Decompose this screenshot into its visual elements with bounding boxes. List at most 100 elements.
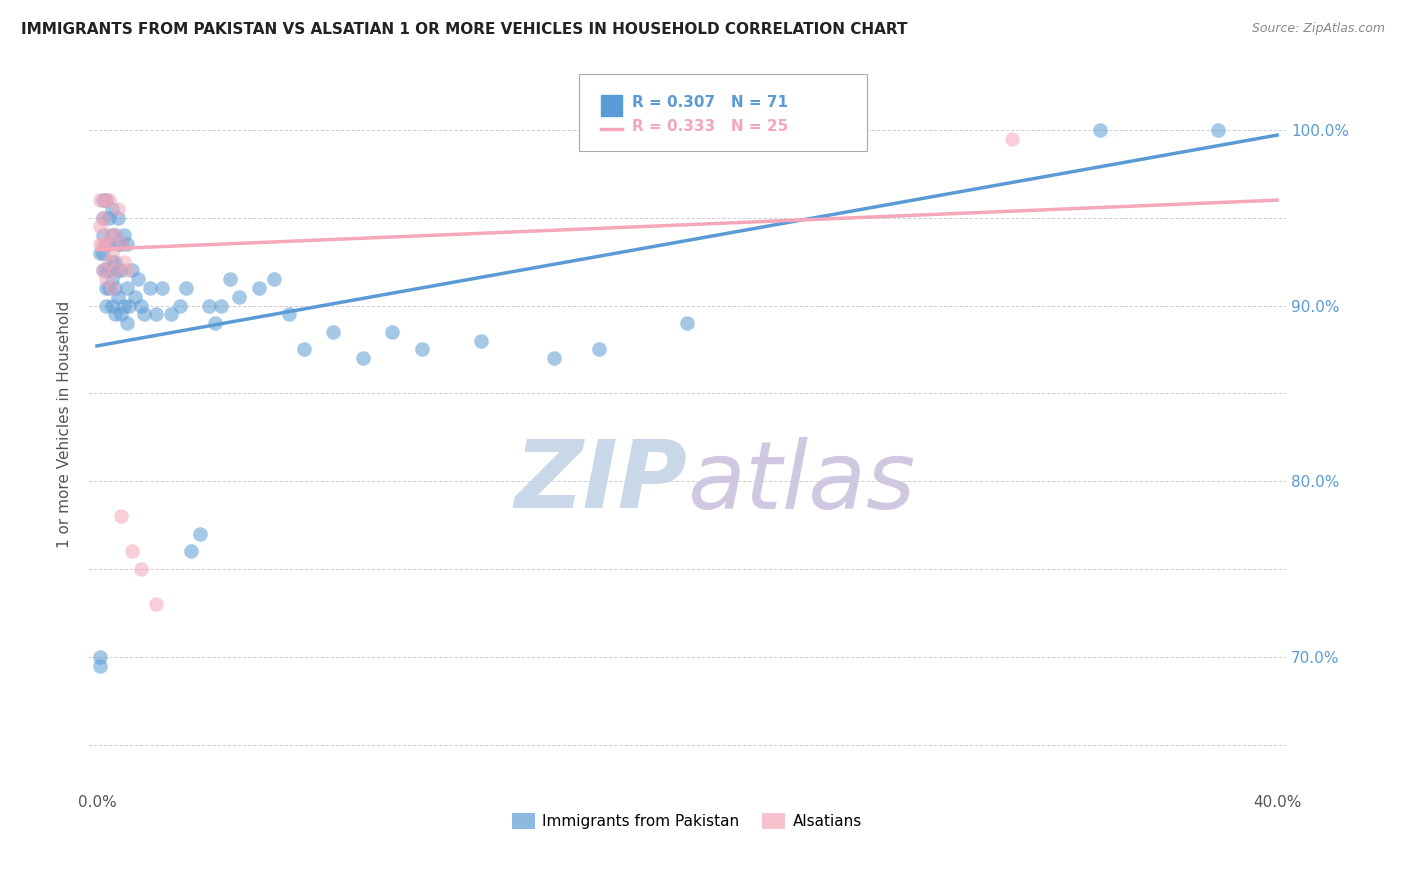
Point	[94, 281, 117, 295]
Point	[107, 263, 129, 277]
Point	[112, 228, 135, 243]
Point	[1206, 123, 1229, 137]
Point	[118, 298, 141, 312]
Point	[100, 228, 122, 243]
Point	[110, 509, 132, 524]
Point	[121, 544, 143, 558]
Point	[100, 245, 122, 260]
Point	[145, 597, 167, 611]
Point	[94, 272, 117, 286]
Point	[124, 290, 146, 304]
Point	[129, 298, 152, 312]
Point	[150, 281, 173, 295]
Point	[129, 562, 152, 576]
Point	[91, 263, 114, 277]
Point	[97, 254, 120, 268]
Point	[352, 351, 374, 366]
Point	[322, 325, 344, 339]
Point	[100, 281, 122, 295]
Point	[94, 237, 117, 252]
Point	[169, 298, 191, 312]
Bar	[600, 95, 623, 117]
Point	[91, 211, 114, 225]
Point	[588, 343, 610, 357]
Point	[89, 245, 111, 260]
Point	[91, 211, 114, 225]
Point	[97, 193, 120, 207]
Text: R = 0.333   N = 25: R = 0.333 N = 25	[631, 120, 789, 135]
Point	[110, 263, 132, 277]
Point	[676, 316, 699, 330]
Text: R = 0.307   N = 71: R = 0.307 N = 71	[631, 95, 787, 110]
Point	[104, 263, 127, 277]
Point	[174, 281, 197, 295]
Point	[104, 254, 127, 268]
Point	[247, 281, 270, 295]
Point	[89, 193, 111, 207]
Point	[292, 343, 315, 357]
Point	[470, 334, 492, 348]
Point	[91, 193, 114, 207]
Point	[121, 263, 143, 277]
Point	[411, 343, 433, 357]
Point	[94, 237, 117, 252]
Point	[115, 263, 138, 277]
Y-axis label: 1 or more Vehicles in Household: 1 or more Vehicles in Household	[58, 301, 72, 548]
Point	[94, 298, 117, 312]
Point	[91, 228, 114, 243]
Point	[94, 193, 117, 207]
Point	[97, 281, 120, 295]
Point	[97, 263, 120, 277]
Point	[97, 228, 120, 243]
Point	[159, 307, 181, 321]
Point	[112, 298, 135, 312]
Point	[180, 544, 202, 558]
Point	[139, 281, 162, 295]
Point	[107, 290, 129, 304]
Point	[381, 325, 404, 339]
Point	[104, 228, 127, 243]
Text: ZIP: ZIP	[515, 436, 688, 528]
Point	[100, 202, 122, 216]
Point	[228, 290, 250, 304]
Point	[263, 272, 285, 286]
Point	[97, 237, 120, 252]
Point	[110, 307, 132, 321]
Point	[127, 272, 149, 286]
Point	[89, 649, 111, 664]
Point	[543, 351, 565, 366]
Point	[104, 307, 127, 321]
Point	[107, 211, 129, 225]
Point	[91, 263, 114, 277]
Point	[134, 307, 156, 321]
Point	[107, 202, 129, 216]
Point	[89, 237, 111, 252]
Point	[110, 237, 132, 252]
Point	[100, 298, 122, 312]
Point	[1088, 123, 1111, 137]
Point	[112, 254, 135, 268]
Point	[1000, 131, 1022, 145]
Point	[104, 281, 127, 295]
Point	[115, 237, 138, 252]
Point	[100, 254, 122, 268]
Text: atlas: atlas	[688, 437, 915, 528]
Point	[188, 526, 211, 541]
Point	[94, 193, 117, 207]
Point	[204, 316, 226, 330]
Point	[277, 307, 299, 321]
Point	[218, 272, 240, 286]
Point	[89, 658, 111, 673]
Point	[91, 237, 114, 252]
Point	[107, 237, 129, 252]
FancyBboxPatch shape	[579, 74, 866, 151]
Text: IMMIGRANTS FROM PAKISTAN VS ALSATIAN 1 OR MORE VEHICLES IN HOUSEHOLD CORRELATION: IMMIGRANTS FROM PAKISTAN VS ALSATIAN 1 O…	[21, 22, 908, 37]
Point	[97, 211, 120, 225]
Point	[104, 228, 127, 243]
Point	[100, 272, 122, 286]
Point	[145, 307, 167, 321]
Point	[110, 237, 132, 252]
Text: Source: ZipAtlas.com: Source: ZipAtlas.com	[1251, 22, 1385, 36]
Point	[89, 219, 111, 234]
Point	[209, 298, 232, 312]
